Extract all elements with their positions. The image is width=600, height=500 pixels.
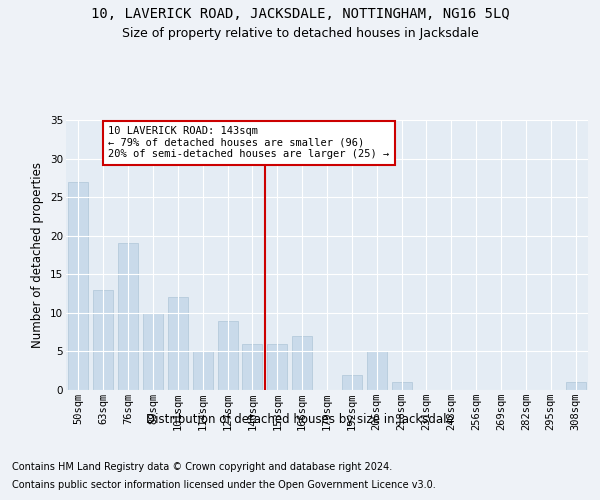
Text: 10, LAVERICK ROAD, JACKSDALE, NOTTINGHAM, NG16 5LQ: 10, LAVERICK ROAD, JACKSDALE, NOTTINGHAM…	[91, 8, 509, 22]
Bar	[342, 374, 362, 390]
Bar	[242, 344, 262, 390]
Bar	[94, 290, 113, 390]
Bar	[218, 320, 238, 390]
Bar	[367, 352, 386, 390]
Bar	[68, 182, 88, 390]
Text: Distribution of detached houses by size in Jacksdale: Distribution of detached houses by size …	[146, 412, 454, 426]
Bar	[143, 313, 163, 390]
Bar	[193, 352, 212, 390]
Bar	[292, 336, 312, 390]
Y-axis label: Number of detached properties: Number of detached properties	[31, 162, 44, 348]
Text: 10 LAVERICK ROAD: 143sqm
← 79% of detached houses are smaller (96)
20% of semi-d: 10 LAVERICK ROAD: 143sqm ← 79% of detach…	[108, 126, 389, 160]
Bar	[566, 382, 586, 390]
Text: Size of property relative to detached houses in Jacksdale: Size of property relative to detached ho…	[122, 28, 478, 40]
Text: Contains HM Land Registry data © Crown copyright and database right 2024.: Contains HM Land Registry data © Crown c…	[12, 462, 392, 472]
Bar	[168, 298, 188, 390]
Text: Contains public sector information licensed under the Open Government Licence v3: Contains public sector information licen…	[12, 480, 436, 490]
Bar	[118, 244, 138, 390]
Bar	[392, 382, 412, 390]
Bar	[268, 344, 287, 390]
